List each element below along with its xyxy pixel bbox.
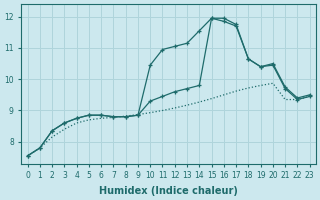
X-axis label: Humidex (Indice chaleur): Humidex (Indice chaleur)	[99, 186, 238, 196]
